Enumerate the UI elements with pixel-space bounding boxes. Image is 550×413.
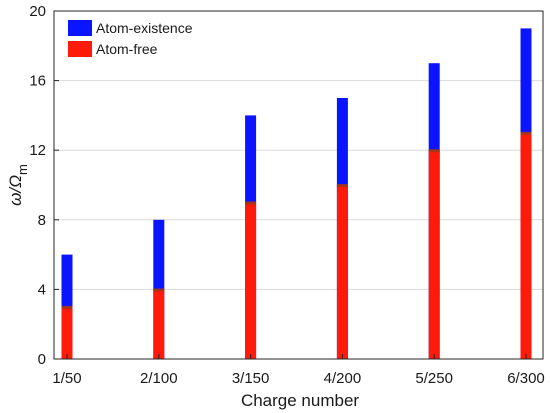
y-tick-label: 12: [29, 142, 46, 159]
x-tick-label: 3/150: [232, 370, 270, 387]
y-tick-label: 8: [38, 212, 46, 229]
bar-overlap-edge: [428, 149, 440, 153]
x-axis-ticks: 1/50 2/100 3/150 4/200 5/250 6/300: [52, 354, 545, 387]
bar-overlap-edge: [153, 288, 165, 292]
bar-overlap-edge: [520, 131, 532, 135]
bar-atom-free: [428, 150, 440, 359]
x-axis-label: Charge number: [241, 391, 359, 410]
x-tick-label: 6/300: [507, 370, 545, 387]
y-tick-label: 4: [38, 281, 46, 298]
bar-atom-free: [153, 289, 165, 359]
grid-lines: [54, 80, 543, 290]
y-tick-label: 20: [29, 3, 46, 20]
bar-atom-free: [245, 202, 257, 359]
x-tick-label: 5/250: [415, 370, 453, 387]
bar-atom-free: [336, 185, 348, 359]
bar-atom-free: [520, 132, 532, 359]
bar-overlap-edge: [245, 201, 257, 205]
legend-swatch-atom-free: [68, 41, 92, 57]
x-tick-label: 4/200: [324, 370, 362, 387]
legend: Atom-existence Atom-free: [68, 20, 193, 57]
plot-area-frame: [53, 10, 544, 360]
y-tick-label: 0: [38, 351, 46, 368]
y-axis-label: ω/Ωm: [6, 164, 30, 206]
bar-overlap-edge: [61, 305, 73, 309]
bars: [61, 28, 532, 360]
legend-label-atom-existence: Atom-existence: [96, 20, 193, 36]
legend-swatch-atom-existence: [68, 20, 92, 36]
legend-label-atom-free: Atom-free: [96, 41, 158, 57]
bar-atom-free: [61, 306, 73, 359]
y-axis-ticks: 0 4 8 12 16 20: [29, 3, 59, 368]
x-tick-label: 2/100: [140, 370, 178, 387]
y-tick-label: 16: [29, 73, 46, 90]
bar-overlap-edge: [336, 184, 348, 187]
x-tick-label: 1/50: [52, 370, 81, 387]
